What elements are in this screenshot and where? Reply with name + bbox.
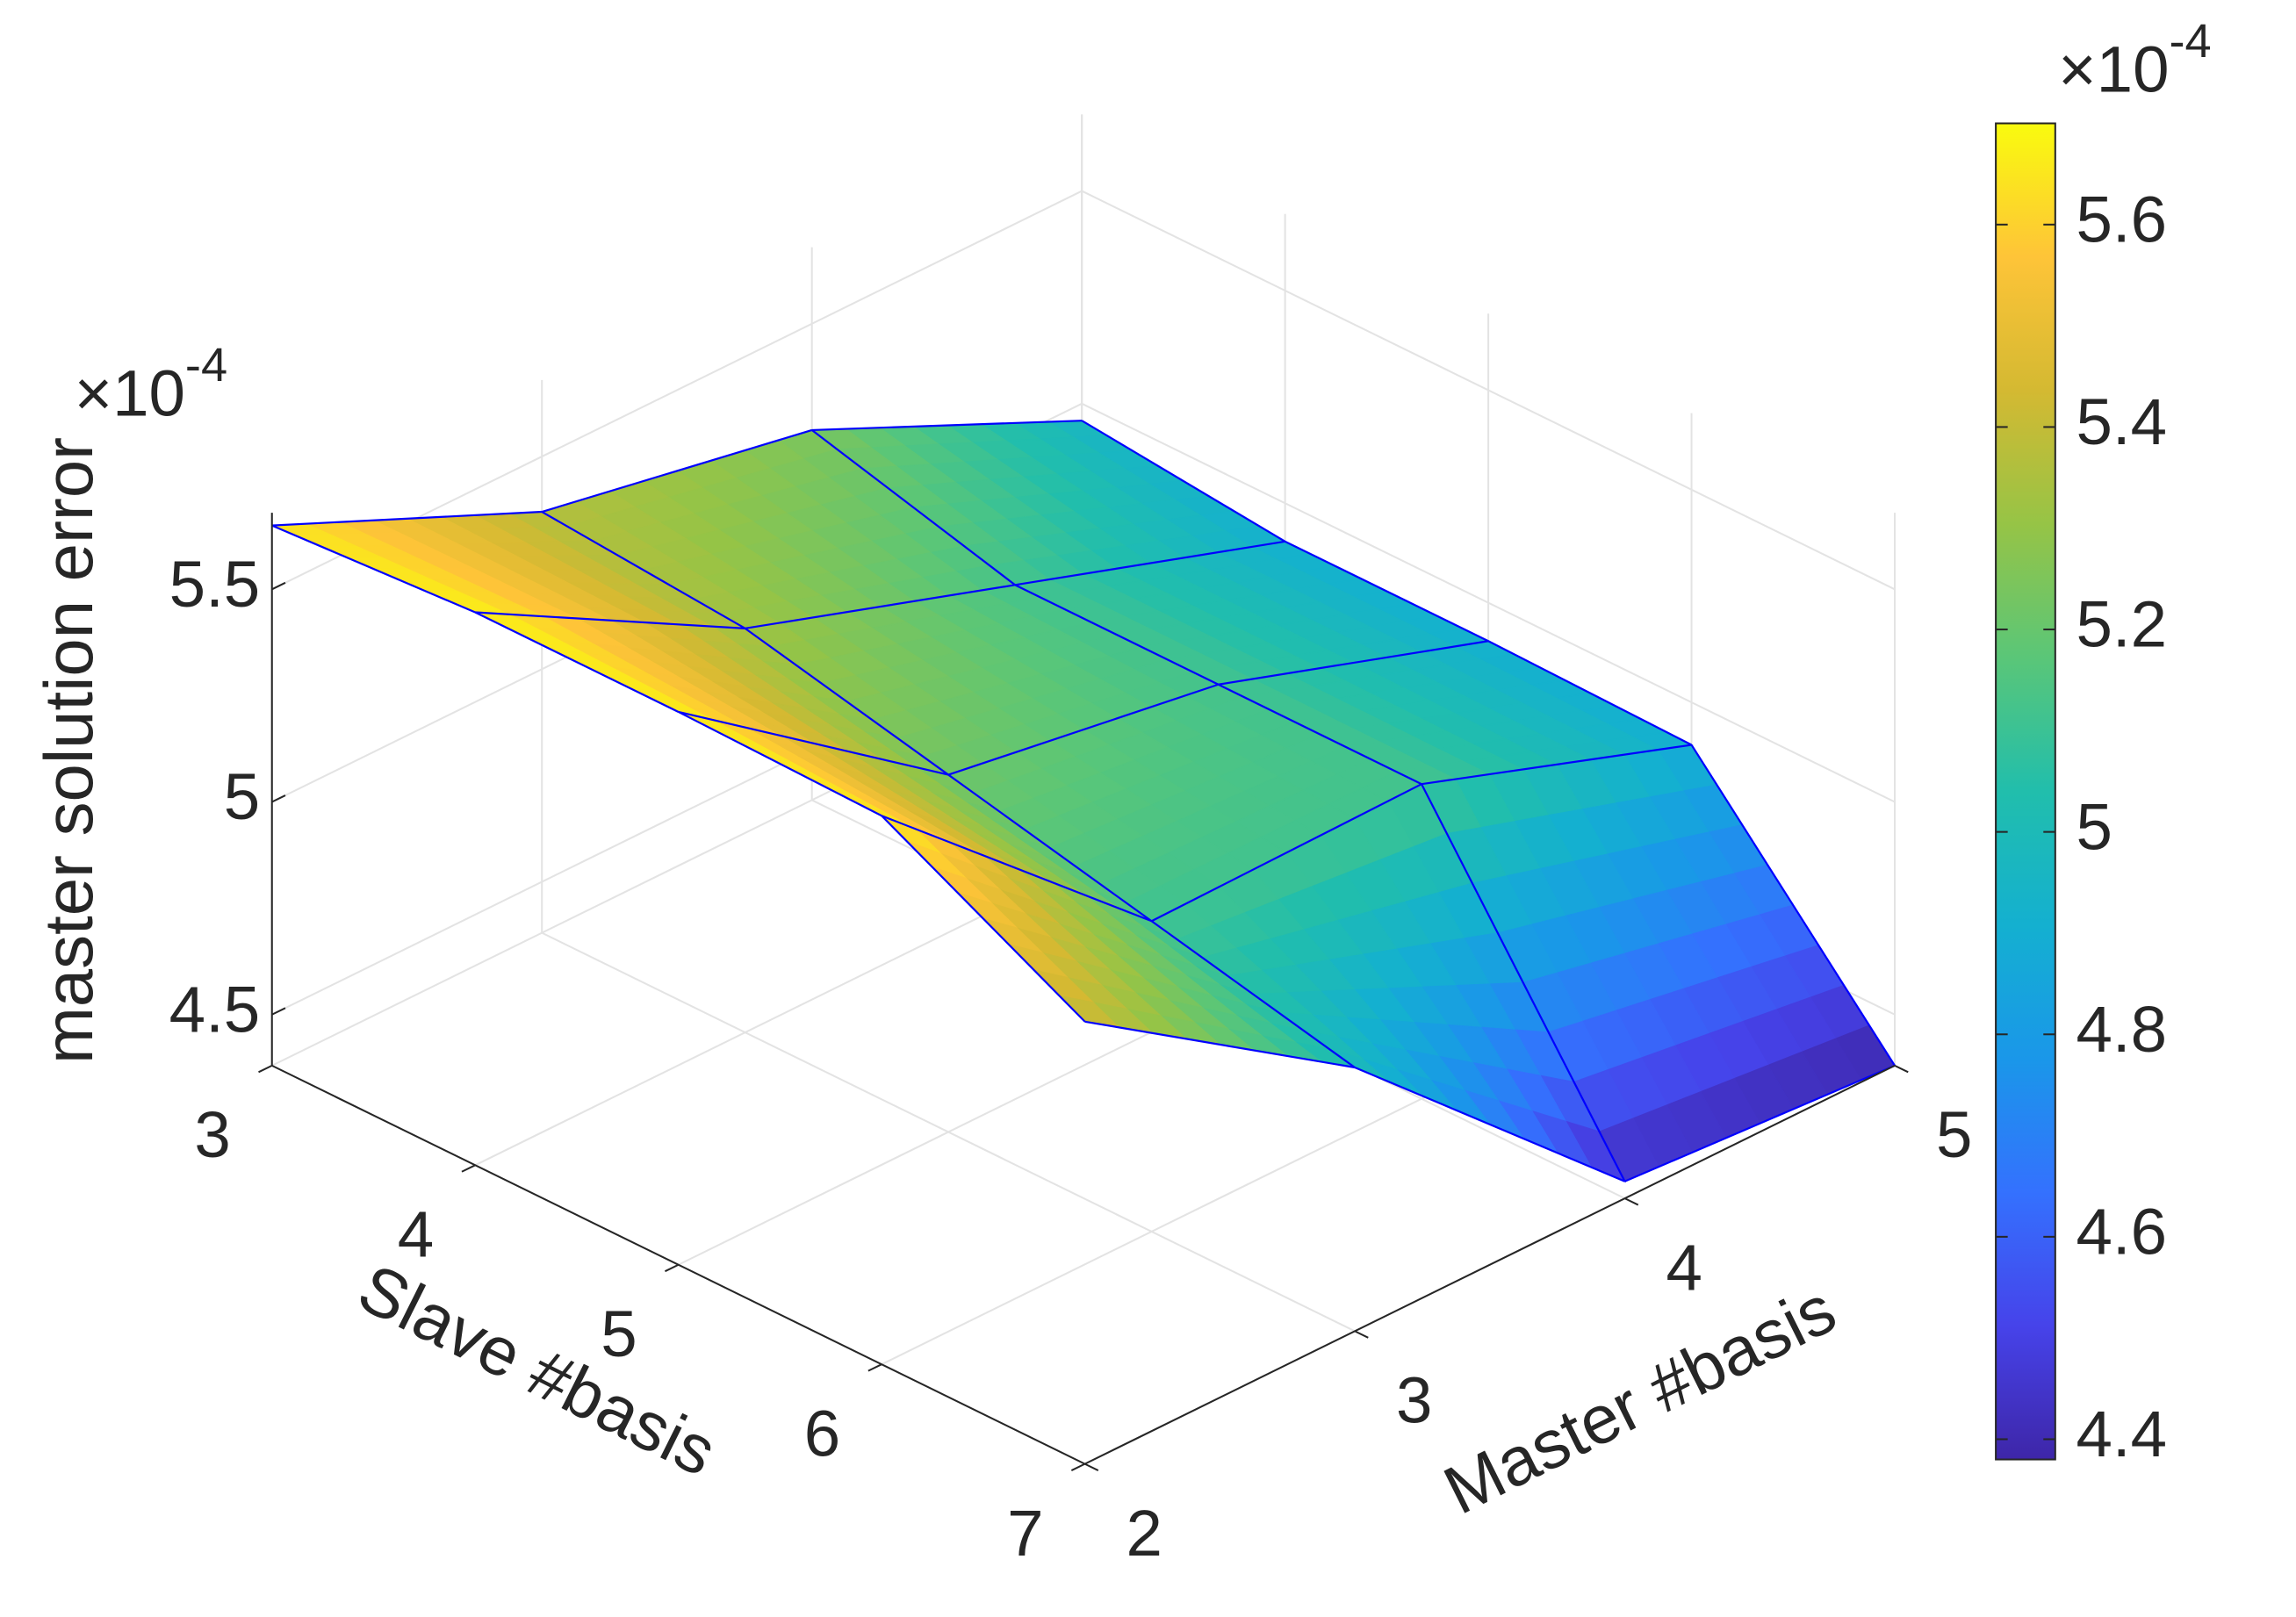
mesh-edge — [1421, 744, 1692, 786]
mesh-edge — [811, 429, 1016, 586]
z-tick — [271, 581, 286, 591]
mesh-edge — [1285, 540, 1489, 643]
z-tick-label: 5.5 — [169, 548, 261, 621]
z-multiplier-base: ×10 — [75, 356, 185, 429]
x-axis-title: Slave #basis — [347, 1250, 727, 1491]
mesh-edge — [475, 611, 745, 629]
colorbar-tick-label: 4.6 — [2076, 1196, 2168, 1268]
mesh-edge — [1624, 1064, 1896, 1182]
mesh-edge — [1354, 1066, 1625, 1182]
mesh-layer — [271, 420, 1896, 1182]
x-tick — [867, 1363, 882, 1372]
y-tick — [1624, 1197, 1639, 1206]
y-tick — [1354, 1330, 1369, 1339]
mesh-edge — [1690, 744, 1896, 1067]
mesh-edge — [1218, 683, 1422, 786]
z-tick — [271, 1007, 286, 1016]
colorbar-multiplier-exponent: -4 — [2170, 15, 2212, 68]
mesh-edge — [947, 773, 1153, 923]
y-tick — [1894, 1064, 1909, 1074]
y-tick — [1084, 1462, 1099, 1471]
y-tick-label: 3 — [1396, 1364, 1432, 1437]
wall-grid-line — [1081, 402, 1896, 803]
x-tick-label: 4 — [398, 1198, 434, 1271]
mesh-edge — [541, 428, 813, 514]
mesh-edge — [1014, 584, 1220, 686]
mesh-edge — [745, 584, 1016, 629]
colorbar: 4.4 4.6 4.8 5 5.2 5.4 5.6 — [1995, 122, 2168, 1470]
surface-layer — [271, 420, 1897, 1183]
mesh-edge — [271, 524, 476, 614]
mesh-edge — [947, 683, 1219, 776]
wall-grid-line — [1081, 190, 1896, 591]
x-tick-label: 6 — [804, 1398, 840, 1470]
x-tick-label: 7 — [1007, 1497, 1043, 1570]
mesh-edge — [678, 710, 882, 817]
mesh-edge — [1084, 1020, 1356, 1069]
y-axis-title: Master #basis — [1433, 1271, 1847, 1528]
mesh-edge — [1487, 640, 1693, 746]
z-tick — [271, 794, 286, 803]
z-tick-label: 4.5 — [169, 973, 261, 1046]
mesh-edge — [1081, 420, 1286, 543]
mesh-edge — [1151, 783, 1422, 923]
x-tick — [258, 1064, 273, 1074]
z-multiplier: ×10-4 — [75, 339, 227, 429]
colorbar-tick-label: 4.4 — [2076, 1398, 2168, 1470]
colorbar-gradient — [1995, 122, 2056, 1461]
mesh-edge — [678, 710, 949, 776]
y-tick-label: 2 — [1126, 1497, 1162, 1570]
x-tick-label: 5 — [601, 1297, 637, 1370]
mesh-edge — [271, 510, 543, 527]
mesh-edge — [881, 815, 1086, 1023]
axis-layer: 3 4 5 6 7 2 3 4 5 4.5 5 5.5 — [169, 513, 1972, 1570]
colorbar-multiplier: ×10-4 — [2058, 15, 2211, 105]
colorbar-multiplier-base: ×10 — [2058, 32, 2169, 105]
x-tick — [461, 1164, 476, 1173]
x-tick — [664, 1263, 680, 1273]
colorbar-tick-label: 4.8 — [2076, 993, 2168, 1066]
colorbar-tick-label: 5 — [2076, 790, 2112, 863]
mesh-edge — [1218, 640, 1489, 686]
y-axis-line — [1084, 1064, 1896, 1465]
colorbar-tick-label: 5.6 — [2076, 183, 2168, 255]
mesh-edge — [881, 815, 1152, 923]
x-tick-label: 3 — [194, 1098, 230, 1171]
mesh-edge — [1421, 783, 1626, 1182]
y-tick-label: 5 — [1936, 1098, 1972, 1171]
mesh-edge — [1150, 920, 1356, 1068]
floor-grid-line — [541, 931, 1356, 1333]
z-tick-label: 5 — [224, 760, 260, 833]
y-tick-label: 4 — [1666, 1231, 1702, 1304]
mesh-edge — [811, 420, 1083, 432]
z-multiplier-exponent: -4 — [185, 339, 227, 392]
x-tick — [1070, 1462, 1086, 1471]
mesh-edge — [541, 511, 746, 629]
colorbar-tick-label: 5.4 — [2076, 385, 2168, 458]
mesh-edge — [745, 627, 949, 776]
mesh-edge — [1014, 540, 1285, 586]
colorbar-tick-label: 5.2 — [2076, 588, 2168, 661]
z-axis-title: master solution error — [32, 437, 107, 1064]
mesh-edge — [474, 611, 680, 713]
